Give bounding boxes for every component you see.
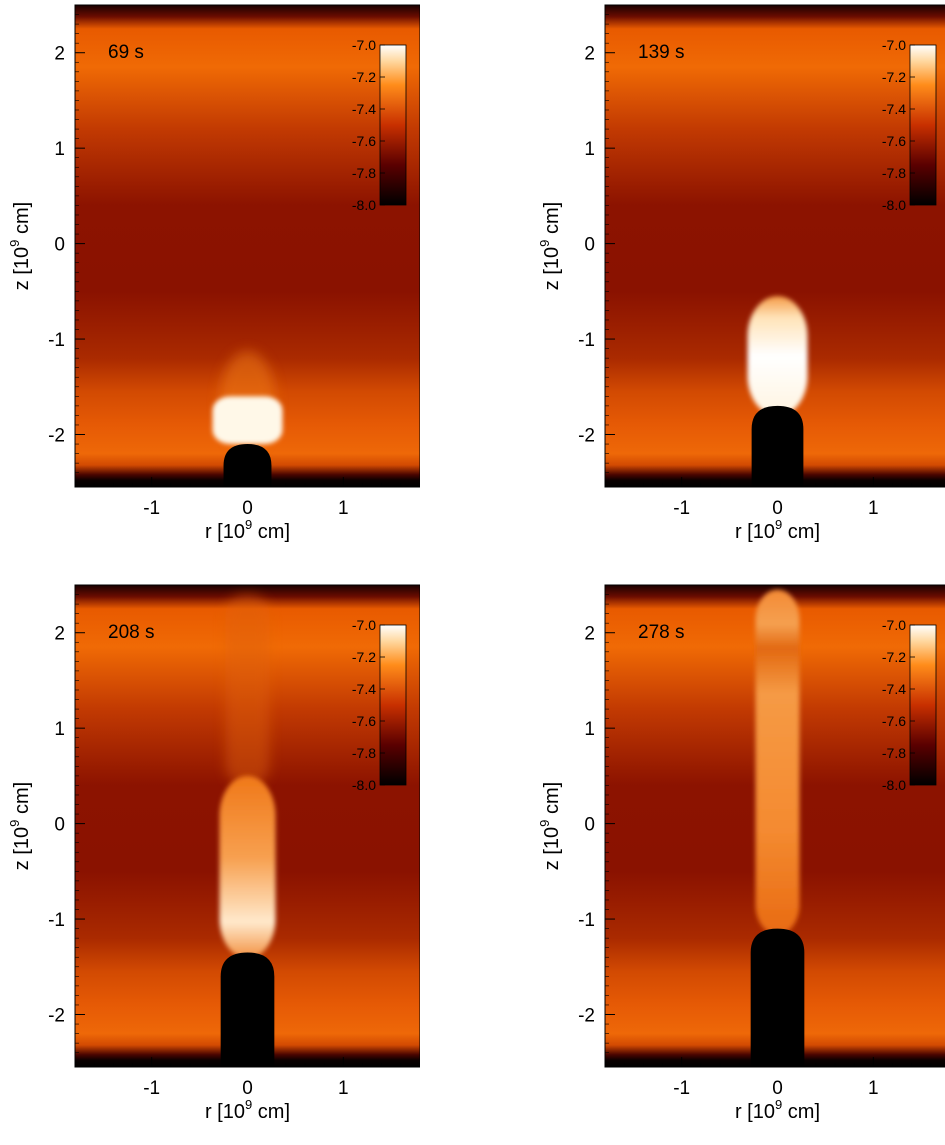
colorbar [909,624,937,786]
chart-svg: -1 0 1 -2 -1 0 1 2 r [109 cm] z [109 cm] 278 s -7.0… [537,584,945,1123]
colorbar-tick-label: -7.2 [352,69,376,85]
y-axis-label: z [109 cm] [537,782,563,870]
y-tick-label: -2 [48,426,65,447]
panel-139s: -1 0 1 -2 -1 0 1 2 r [109 cm] z [109 cm] 139 s -7.0… [530,0,945,560]
cavity [223,444,272,487]
y-tick-label: -2 [578,1006,595,1027]
x-tick-label: -1 [673,498,690,519]
colorbar-tick-label: -7.6 [882,133,906,149]
colorbar-tick-label: -7.8 [352,745,376,761]
y-tick-label: 0 [54,235,65,256]
colorbar-tick-label: -8.0 [352,777,376,793]
colorbar-tick-label: -8.0 [352,197,376,213]
x-tick-label: -1 [673,1078,690,1099]
x-tick-label: 1 [868,1078,879,1099]
colorbar-tick-label: -8.0 [882,777,906,793]
x-axis-label: r [109 cm] [735,517,820,543]
jet-faint-column [225,594,270,786]
time-label: 278 s [638,622,684,643]
x-tick-label: -1 [143,1078,160,1099]
jet-core [212,396,283,445]
y-tick-label: 0 [54,815,65,836]
y-tick-label: -1 [48,910,65,931]
colorbar-tick-label: -7.2 [352,649,376,665]
jet-core [747,296,808,416]
chart-svg: -1 0 1 -2 -1 0 1 2 r [109 cm] z [109 cm] 69 s -7.0 -… [7,4,421,543]
jet-core [219,775,276,959]
colorbar [379,44,407,206]
colorbar-tick-label: -7.0 [882,37,906,53]
x-axis-label: r [109 cm] [205,517,290,543]
x-axis-label: r [109 cm] [735,1097,820,1123]
y-tick-label: 1 [584,719,595,740]
y-tick-label: 1 [54,719,65,740]
cavity [220,952,275,1067]
colorbar-tick-label: -7.8 [882,165,906,181]
panel-208s: -1 0 1 -2 -1 0 1 2 r [109 cm] z [109 cm] 208 s -7.0… [0,580,421,1140]
colorbar-tick-label: -7.6 [352,133,376,149]
colorbar-tick-label: -7.8 [882,745,906,761]
y-axis-label: z [109 cm] [7,202,33,290]
chart-svg: -1 0 1 -2 -1 0 1 2 r [109 cm] z [109 cm] 139 s -7.0… [537,4,945,543]
y-tick-label: 2 [54,624,65,645]
colorbar-tick-label: -7.4 [352,681,376,697]
y-tick-label: 1 [54,139,65,160]
jet-core [755,589,800,935]
y-axis-label: z [109 cm] [7,782,33,870]
y-tick-label: -1 [578,910,595,931]
x-tick-label: 1 [338,1078,349,1099]
colorbar-tick-label: -7.2 [882,69,906,85]
y-axis-label: z [109 cm] [537,202,563,290]
time-label: 208 s [108,622,154,643]
y-tick-label: -1 [578,330,595,351]
time-label: 139 s [638,42,684,63]
colorbar-tick-label: -8.0 [882,197,906,213]
colorbar-tick-label: -7.0 [352,37,376,53]
panel-69s: -1 0 1 -2 -1 0 1 2 r [109 cm] z [109 cm] 69 s -7.0 -… [0,0,421,560]
x-tick-label: 1 [868,498,879,519]
y-tick-label: 0 [584,815,595,836]
panel-278s: -1 0 1 -2 -1 0 1 2 r [109 cm] z [109 cm] 278 s -7.0… [530,580,945,1140]
y-tick-label: -1 [48,330,65,351]
y-tick-label: 1 [584,139,595,160]
colorbar-tick-label: -7.4 [882,681,906,697]
colorbar-tick-label: -7.4 [882,101,906,117]
time-label: 69 s [108,42,144,63]
chart-svg: -1 0 1 -2 -1 0 1 2 r [109 cm] z [109 cm] 208 s -7.0… [7,584,421,1123]
x-tick-label: 0 [772,1078,783,1099]
colorbar-tick-label: -7.4 [352,101,376,117]
x-tick-label: -1 [143,498,160,519]
x-tick-label: 1 [338,498,349,519]
x-axis-label: r [109 cm] [205,1097,290,1123]
colorbar [909,44,937,206]
x-tick-label: 0 [772,498,783,519]
colorbar-tick-label: -7.0 [882,617,906,633]
y-tick-label: 2 [584,624,595,645]
cavity [751,405,804,487]
y-tick-label: -2 [48,1006,65,1027]
cavity [750,928,805,1067]
y-tick-label: 2 [54,44,65,65]
x-tick-label: 0 [242,498,253,519]
y-tick-label: 0 [584,235,595,256]
colorbar-tick-label: -7.6 [352,713,376,729]
y-tick-label: -2 [578,426,595,447]
x-tick-label: 0 [242,1078,253,1099]
colorbar-tick-label: -7.0 [352,617,376,633]
y-tick-label: 2 [584,44,595,65]
colorbar-tick-label: -7.2 [882,649,906,665]
colorbar-tick-label: -7.8 [352,165,376,181]
colorbar-tick-label: -7.6 [882,713,906,729]
colorbar [379,624,407,786]
